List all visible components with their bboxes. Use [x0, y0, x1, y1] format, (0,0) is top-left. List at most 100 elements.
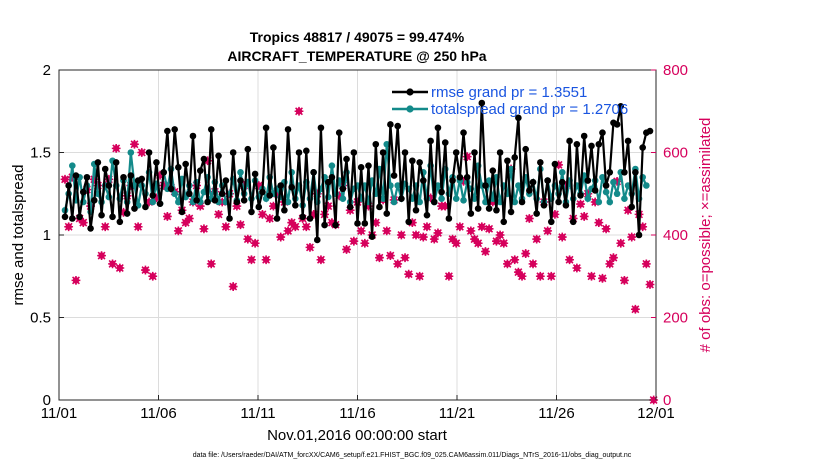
obs-assimilated-cross — [305, 242, 315, 252]
obs-marker — [258, 209, 267, 219]
rmse-point — [606, 169, 614, 176]
x-axis-ticks: 11/01 11/06 11/11 11/16 11/21 11/26 12/01 — [41, 395, 675, 422]
obs-marker — [422, 222, 432, 232]
obs-assimilated-cross — [133, 222, 143, 232]
rmse-point — [478, 99, 486, 107]
obs-marker — [386, 251, 395, 261]
obs-marker — [100, 222, 110, 232]
rmse-point — [580, 132, 588, 140]
rmse-point — [602, 182, 610, 189]
rmse-point — [489, 167, 497, 174]
obs-assimilated-cross — [283, 226, 293, 236]
obs-assimilated-cross — [195, 201, 205, 211]
rmse-point — [153, 159, 160, 166]
obs-assimilated-cross — [451, 238, 461, 248]
rmse-point — [398, 195, 405, 202]
rmse-point — [518, 198, 526, 206]
totalspread-point — [416, 198, 423, 206]
rmse-point — [357, 164, 365, 171]
rmse-point — [569, 218, 577, 226]
rmse-point — [617, 103, 625, 110]
obs-marker — [587, 271, 596, 281]
obs-marker — [499, 238, 509, 248]
rmse-point — [456, 173, 464, 181]
obs-marker — [418, 232, 428, 242]
rmse-point — [90, 197, 98, 204]
rmse-point — [273, 215, 281, 222]
rmse-point — [248, 208, 255, 216]
obs-assimilated-cross — [141, 265, 150, 275]
totalspread-point — [149, 198, 157, 206]
obs-marker — [477, 222, 487, 232]
totalspread-point — [606, 198, 614, 206]
rmse-point — [178, 208, 186, 216]
obs-assimilated-cross — [484, 224, 494, 234]
obs-marker — [393, 259, 403, 269]
obs-assimilated-cross — [265, 214, 275, 223]
obs-marker — [400, 253, 410, 263]
obs-marker — [78, 218, 88, 228]
obs-marker — [466, 226, 476, 236]
obs-marker — [276, 232, 286, 242]
obs-assimilated-cross — [440, 201, 450, 211]
rmse-point — [558, 178, 566, 186]
rmse-point — [354, 220, 361, 227]
rmse-point — [262, 124, 270, 132]
totalspread-point — [390, 198, 398, 206]
obs-marker — [510, 255, 520, 265]
rmse-point — [251, 170, 259, 178]
obs-marker — [316, 255, 326, 265]
rmse-point — [507, 208, 515, 216]
rmse-point — [131, 205, 138, 212]
totalspread-point — [621, 195, 628, 202]
rmse-point — [624, 137, 632, 145]
obs-marker — [287, 218, 297, 228]
obs-assimilated-cross — [495, 230, 505, 240]
obs-assimilated-cross — [524, 214, 534, 223]
totalspread-point — [599, 173, 606, 181]
obs-marker — [627, 232, 637, 242]
rmse-point — [496, 149, 504, 156]
obs-marker — [349, 236, 359, 246]
obs-marker — [609, 253, 618, 263]
y-tick-label: 0 — [43, 392, 51, 409]
obs-marker — [141, 265, 150, 275]
rmse-point — [240, 197, 248, 204]
rmse-point — [182, 160, 189, 168]
totalspread-point — [643, 182, 650, 189]
rmse-point — [379, 149, 387, 156]
rmse-point — [306, 215, 314, 222]
y-right-tick-label: 600 — [663, 145, 688, 162]
rmse-point — [101, 165, 109, 173]
rmse-point — [405, 218, 412, 226]
totalspread-point — [69, 162, 76, 169]
obs-assimilated-cross — [492, 236, 501, 246]
rmse-point — [599, 129, 606, 136]
rmse-point — [515, 114, 522, 122]
rmse-point — [635, 231, 643, 239]
obs-assimilated-cross — [115, 263, 125, 273]
rmse-point — [526, 187, 533, 194]
rmse-point — [87, 225, 94, 232]
rmse-point — [83, 173, 91, 181]
rmse-point — [474, 205, 482, 212]
rmse-point — [295, 149, 303, 156]
obs-marker — [162, 212, 172, 221]
obs-marker — [473, 238, 483, 248]
obs-assimilated-cross — [616, 238, 626, 248]
rmse-point — [420, 177, 427, 184]
x-tick-label: 11/01 — [41, 405, 77, 422]
obs-assimilated-cross — [598, 273, 607, 283]
obs-assimilated-cross — [152, 193, 161, 203]
y-right-tick-label: 0 — [663, 392, 671, 409]
obs-marker — [513, 267, 523, 277]
obs-assimilated-cross — [89, 174, 99, 184]
x-tick-label: 12/01 — [637, 405, 675, 422]
obs-marker — [543, 226, 553, 236]
obs-assimilated-cross — [411, 230, 421, 240]
rmse-point — [551, 160, 559, 168]
rmse-point — [116, 218, 124, 226]
totalspread-point — [584, 195, 592, 202]
obs-assimilated-cross — [345, 205, 355, 215]
obs-assimilated-cross — [353, 197, 362, 207]
